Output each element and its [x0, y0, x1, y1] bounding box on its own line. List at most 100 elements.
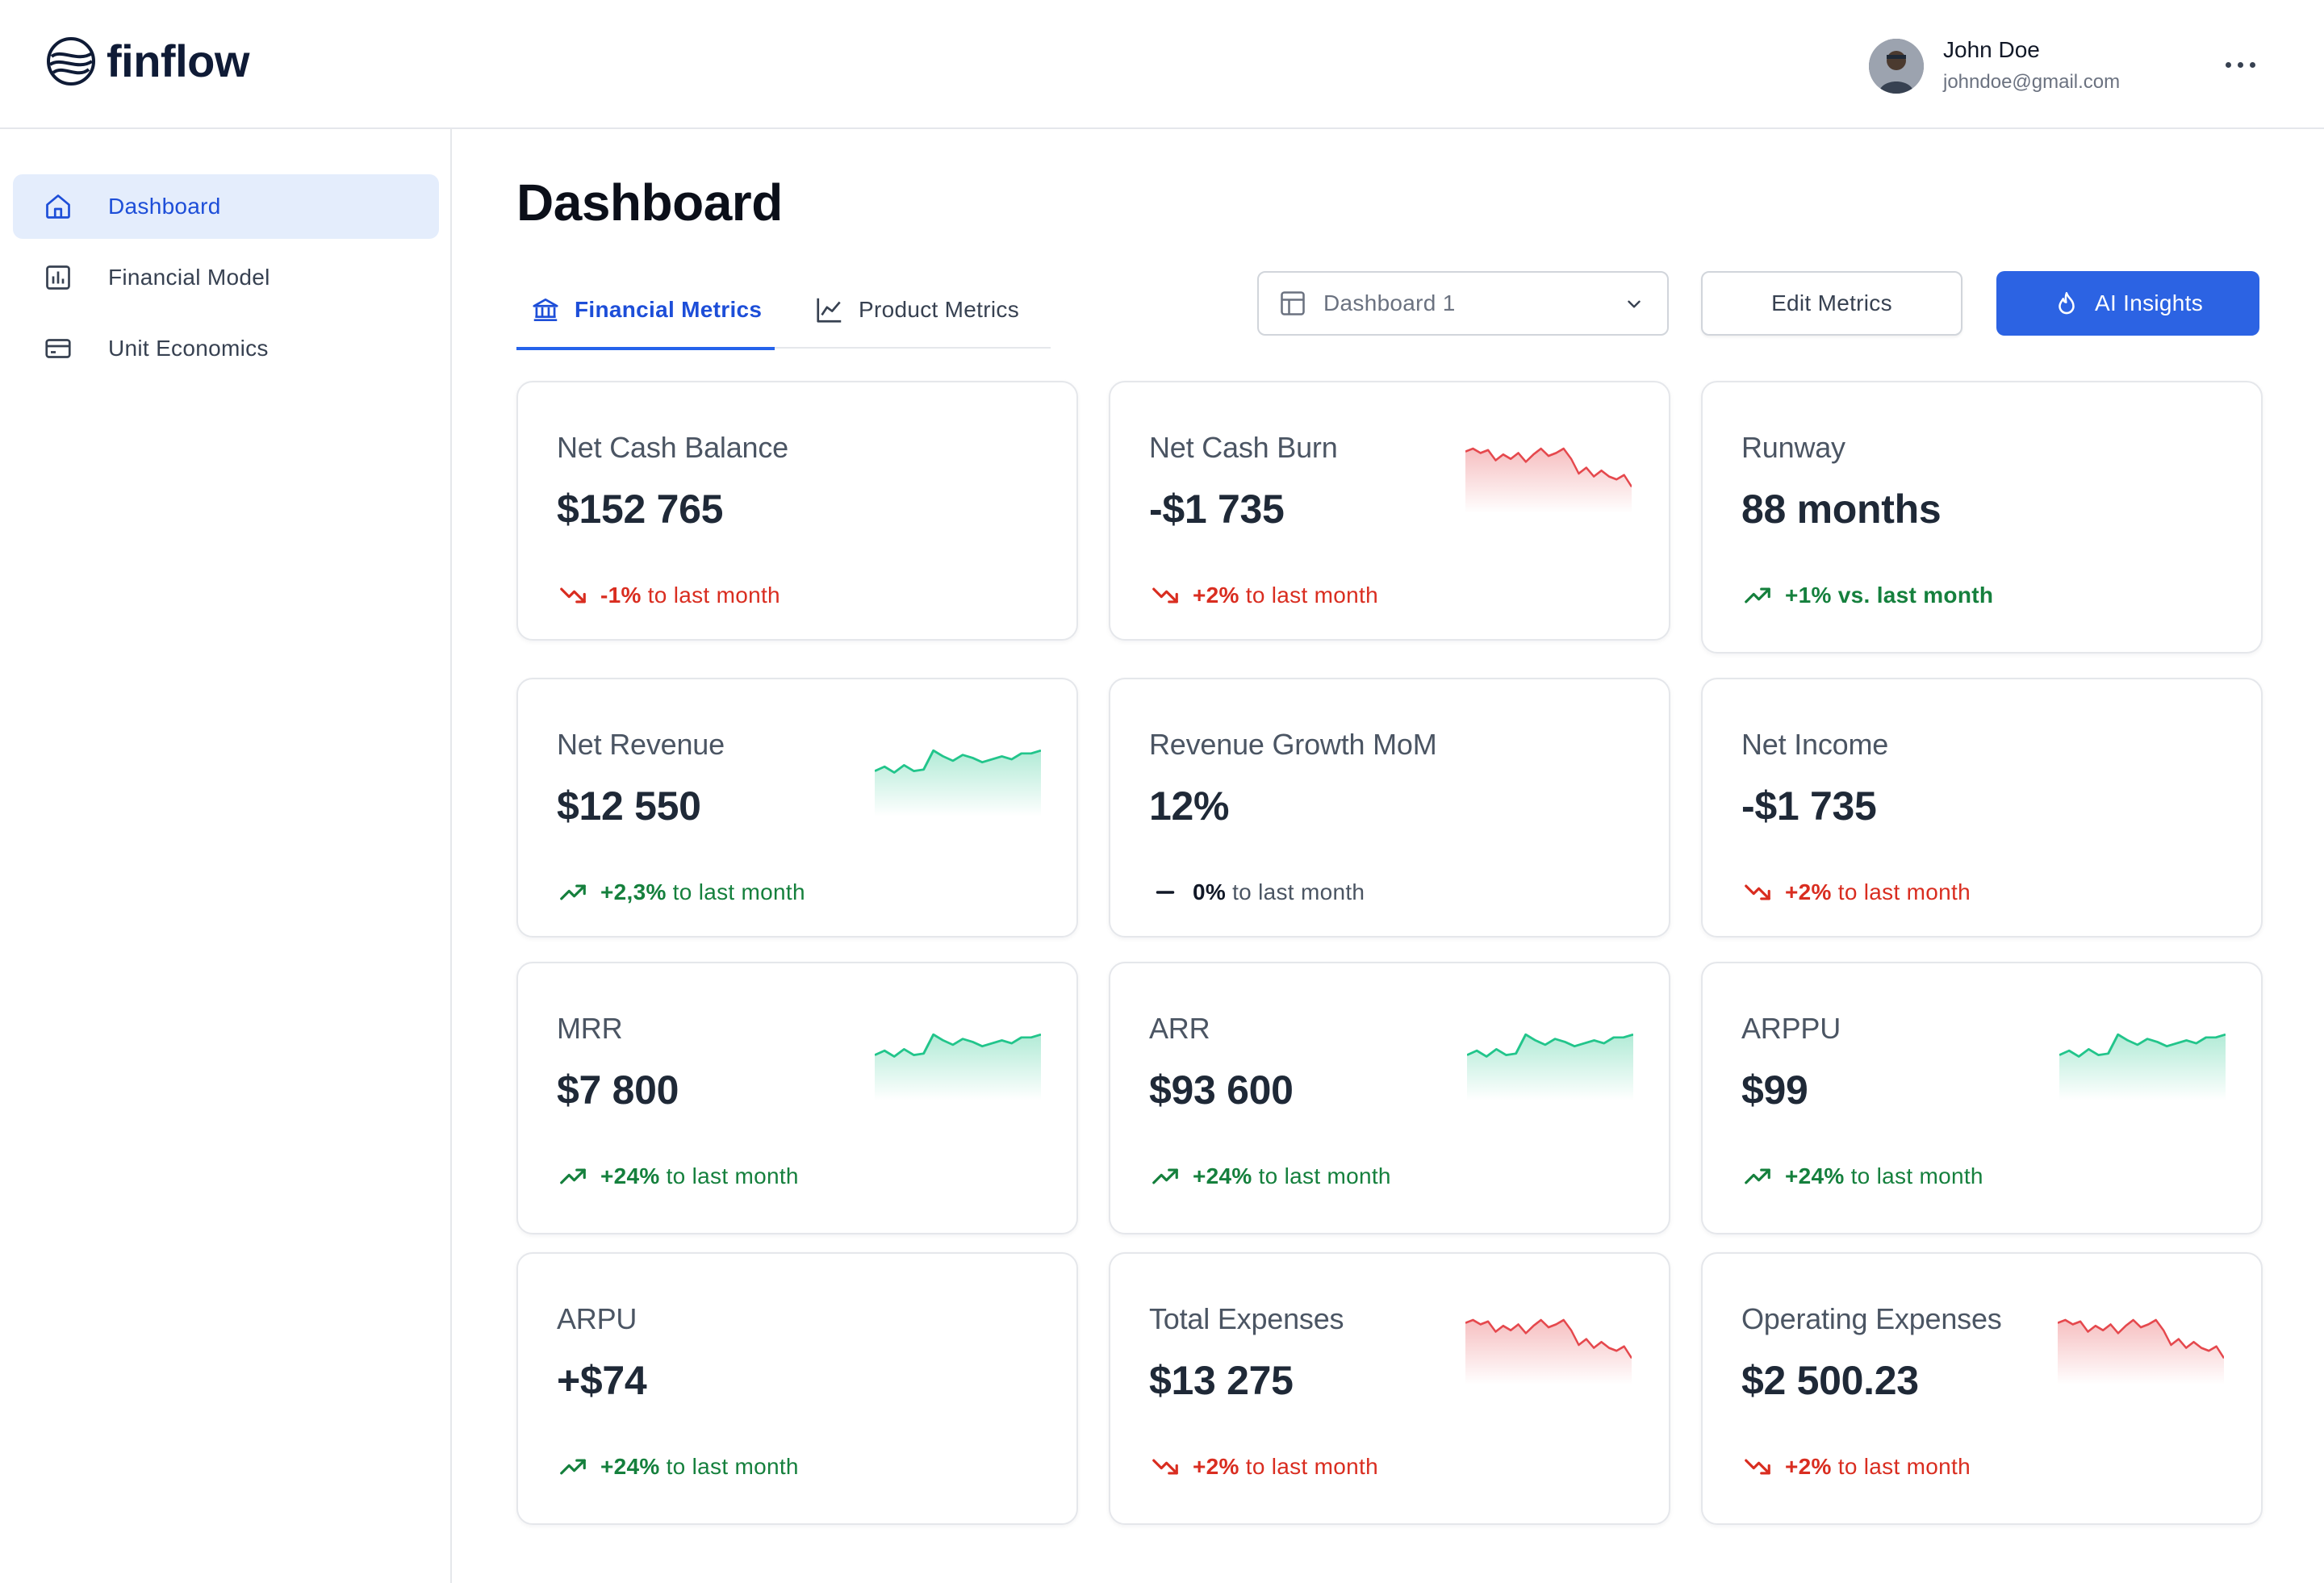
sidebar-item-dashboard[interactable]: Dashboard [13, 174, 439, 239]
metric-title: Net Cash Balance [557, 431, 788, 464]
metric-card-total-expenses[interactable]: Total Expenses $13 275 +2% to last month [1109, 1252, 1670, 1525]
metrics-tabs: Financial Metrics Product Metrics [516, 271, 1051, 350]
sparkline-line [2058, 1318, 2224, 1360]
user-email: johndoe@gmail.com [1943, 71, 2121, 93]
sparkline-area [875, 750, 1041, 817]
layout-icon [1278, 289, 1307, 318]
flame-icon [2053, 290, 2080, 317]
sparkline-line [875, 1033, 1041, 1058]
tab-label: Product Metrics [859, 297, 1019, 322]
bank-icon [529, 294, 562, 326]
metric-card-arpu[interactable]: ARPU +$74 +24% to last month [516, 1252, 1078, 1525]
top-bar: finflow John Doe johndoe@gmail.com [0, 0, 2324, 129]
trending-up-icon [557, 1451, 589, 1483]
metric-card-net-revenue[interactable]: Net Revenue $12 550 +2,3% to last month [516, 678, 1078, 938]
metric-delta-value: +24% [600, 1163, 660, 1188]
metric-delta: -1% to last month [557, 579, 780, 612]
sparkline-area [1465, 1320, 1632, 1385]
metric-delta-text: to last month [1232, 879, 1365, 904]
metric-card-runway[interactable]: Runway 88 months +1% vs. last month [1701, 381, 2263, 654]
logo-icon [47, 37, 95, 86]
metric-delta: +1% vs. last month [1741, 579, 1993, 612]
sidebar: Dashboard Financial Model Unit Economics [0, 129, 452, 1583]
sidebar-item-financial-model[interactable]: Financial Model [13, 245, 439, 310]
metric-title: Net Income [1741, 728, 1889, 761]
metric-delta-value: +2% [1193, 1454, 1239, 1479]
metric-delta-value: 0% [1193, 879, 1227, 904]
metric-delta-text: to last month [666, 1163, 799, 1188]
metric-delta: +2% to last month [1149, 1451, 1378, 1483]
trending-down-icon [1149, 1451, 1181, 1483]
metric-card-revenue-growth-mom[interactable]: Revenue Growth MoM 12% 0% to last month [1109, 678, 1670, 938]
metric-value: -$1 735 [1149, 487, 1285, 532]
sparkline-chart [1465, 447, 1632, 513]
metric-delta-value: +2,3% [600, 879, 667, 904]
metric-delta: +2% to last month [1741, 1451, 1971, 1483]
metric-card-net-income[interactable]: Net Income -$1 735 +2% to last month [1701, 678, 2263, 938]
ai-insights-button[interactable]: AI Insights [1996, 271, 2259, 336]
metric-title: Total Expenses [1149, 1302, 1344, 1335]
sparkline-area [2058, 1320, 2224, 1385]
metric-delta-value: -1% [600, 583, 642, 608]
avatar[interactable] [1869, 39, 1924, 94]
page-title: Dashboard [516, 173, 783, 232]
metric-delta-value: +2% [1193, 583, 1239, 608]
metric-value: $99 [1741, 1067, 1808, 1113]
tab-financial-metrics[interactable]: Financial Metrics [516, 271, 775, 350]
metric-delta-value: +24% [600, 1454, 660, 1479]
metric-delta-text: to last month [666, 1454, 799, 1479]
dashboard-select[interactable]: Dashboard 1 [1257, 271, 1669, 336]
sparkline-chart [1467, 1033, 1633, 1101]
metric-card-arppu[interactable]: ARPPU $99 +24% to last month [1701, 962, 2263, 1234]
sparkline-chart [875, 1033, 1041, 1101]
metric-title: Net Revenue [557, 728, 725, 761]
metric-delta: +24% to last month [557, 1451, 799, 1483]
metric-delta-text: to last month [1837, 1454, 1971, 1479]
chevron-down-icon [1624, 294, 1645, 319]
metric-delta: +24% to last month [1741, 1160, 1983, 1192]
metric-card-operating-expenses[interactable]: Operating Expenses $2 500.23 +2% to last mo… [1701, 1252, 2263, 1525]
user-name: John Doe [1943, 37, 2040, 62]
metric-title: Runway [1741, 431, 1845, 464]
tab-product-metrics[interactable]: Product Metrics [813, 271, 1051, 349]
metric-delta-value: +1% vs. last month [1785, 583, 1994, 608]
metric-title: Operating Expenses [1741, 1302, 2002, 1335]
logo[interactable]: finflow [45, 36, 249, 87]
metric-delta-value: +2% [1785, 879, 1832, 904]
metric-delta: +2% to last month [1149, 579, 1378, 612]
sparkline-area [2059, 1034, 2226, 1101]
edit-metrics-button[interactable]: Edit Metrics [1701, 271, 1962, 336]
sidebar-item-label: Unit Economics [108, 336, 269, 361]
metric-delta-text: to last month [1245, 1454, 1378, 1479]
metric-card-net-cash-balance[interactable]: Net Cash Balance $152 765 -1% to last month [516, 381, 1078, 641]
metric-value: +$74 [557, 1358, 647, 1403]
metric-value: $2 500.23 [1741, 1358, 1919, 1403]
minus-icon [1149, 876, 1181, 908]
metric-delta-value: +2% [1785, 1454, 1832, 1479]
metric-delta-text: to last month [1245, 583, 1378, 608]
metric-card-arr[interactable]: ARR $93 600 +24% to last month [1109, 962, 1670, 1234]
sparkline-chart [2059, 1033, 2226, 1101]
more-options-button[interactable] [2217, 45, 2263, 84]
metric-title: Revenue Growth MoM [1149, 728, 1437, 761]
metric-delta-value: +24% [1785, 1163, 1845, 1188]
sparkline-line [1467, 1033, 1633, 1058]
metric-title: Net Cash Burn [1149, 431, 1338, 464]
metric-delta-text: to last month [1850, 1163, 1983, 1188]
sparkline-chart [1465, 1318, 1632, 1385]
metric-card-mrr[interactable]: MRR $7 800 +24% to last month [516, 962, 1078, 1234]
credit-card-icon [42, 332, 74, 365]
metric-value: -$1 735 [1741, 783, 1877, 829]
metric-value: $7 800 [557, 1067, 679, 1113]
sparkline-area [1465, 449, 1632, 513]
trending-up-icon [557, 876, 589, 908]
sidebar-item-unit-economics[interactable]: Unit Economics [13, 316, 439, 381]
sparkline-area [1467, 1034, 1633, 1101]
trending-down-icon [1741, 876, 1774, 908]
user-profile[interactable]: John Doe johndoe@gmail.com [1869, 36, 2120, 97]
metric-card-net-cash-burn[interactable]: Net Cash Burn -$1 735 +2% to last month [1109, 381, 1670, 641]
tab-label: Financial Metrics [575, 297, 763, 322]
metric-value: 88 months [1741, 487, 1942, 532]
metric-title: ARR [1149, 1012, 1210, 1045]
metric-delta: +24% to last month [1149, 1160, 1391, 1192]
